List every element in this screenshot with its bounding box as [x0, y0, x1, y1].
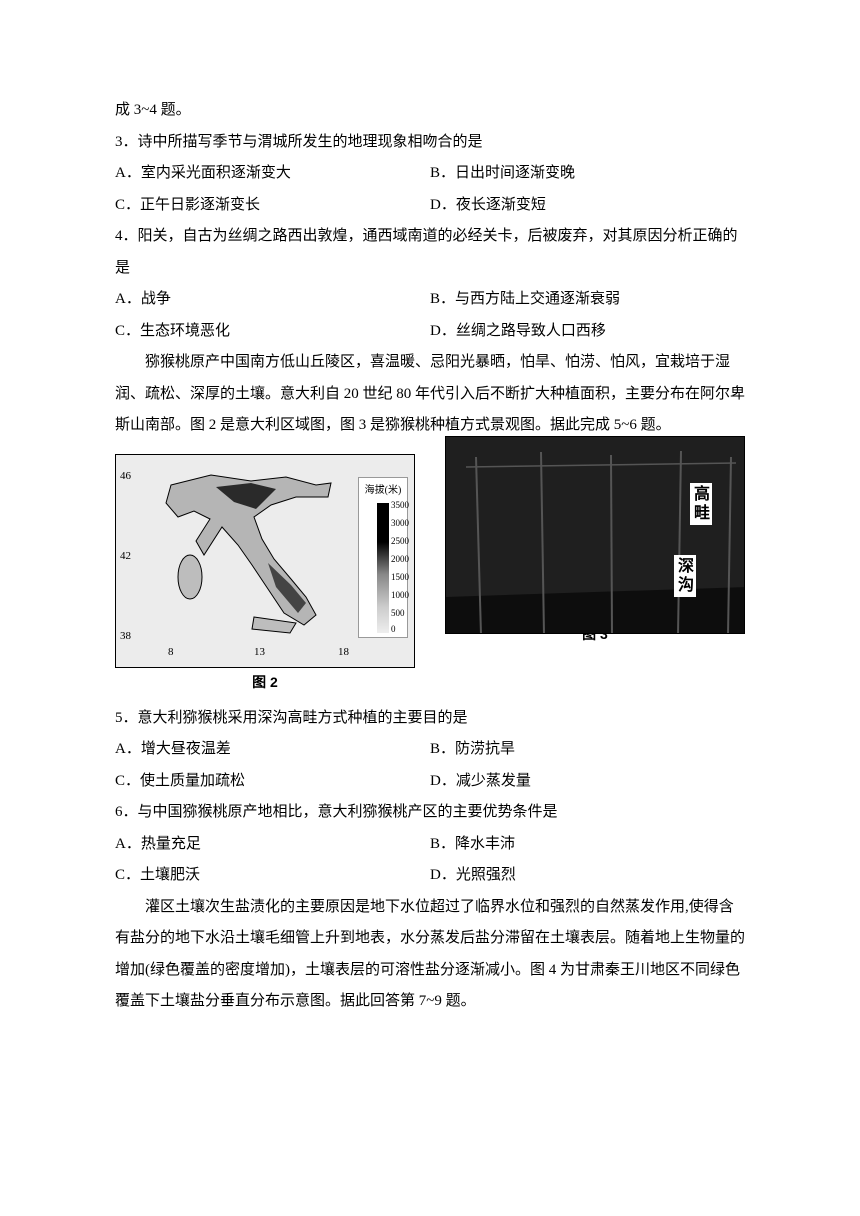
q5-options-row2: C．使土质量加疏松 D．减少蒸发量 [115, 766, 745, 798]
fig2-lat-38: 38 [120, 625, 131, 648]
fig2-elev-3000: 3000 [391, 519, 409, 528]
q6-stem: 6．与中国猕猴桃原产地相比，意大利猕猴桃产区的主要优势条件是 [115, 797, 745, 829]
passage-79: 灌区土壤次生盐渍化的主要原因是地下水位超过了临界水位和强烈的自然蒸发作用,使得含… [115, 892, 745, 1018]
q3-options-row2: C．正午日影逐渐变长 D．夜长逐渐变短 [115, 190, 745, 222]
intro-34: 成 3~4 题。 [115, 95, 745, 127]
figure-3-wrap: 高畦 深沟 图 3 [445, 454, 745, 697]
fig2-lon-8: 8 [168, 641, 174, 664]
q6-opt-b: B．降水丰沛 [430, 829, 745, 861]
fig2-elev-500: 500 [391, 609, 405, 618]
q4-opt-a: A．战争 [115, 284, 430, 316]
q4-options-row2: C．生态环境恶化 D．丝绸之路导致人口西移 [115, 316, 745, 348]
q5-opt-b: B．防涝抗旱 [430, 734, 745, 766]
q4-opt-b: B．与西方陆上交通逐渐衰弱 [430, 284, 745, 316]
q5-opt-c: C．使土质量加疏松 [115, 766, 430, 798]
field-texture-icon [446, 437, 745, 634]
fig3-label-deep-ditch: 深沟 [674, 555, 696, 597]
fig2-legend: 海拔(米) 3500 3000 2500 2000 1500 1000 500 … [358, 477, 408, 638]
q3-opt-a: A．室内采光面积逐渐变大 [115, 158, 430, 190]
q4-options-row1: A．战争 B．与西方陆上交通逐渐衰弱 [115, 284, 745, 316]
q3-opt-c: C．正午日影逐渐变长 [115, 190, 430, 222]
q3-opt-d: D．夜长逐渐变短 [430, 190, 745, 222]
figure-2-map: 46 42 38 8 13 18 海拔(米) 3500 3000 2500 20… [115, 454, 415, 668]
fig2-legend-title: 海拔(米) [365, 485, 402, 496]
fig2-lat-46: 46 [120, 465, 131, 488]
fig2-elev-2500: 2500 [391, 537, 409, 546]
fig2-elev-3500: 3500 [391, 501, 409, 510]
q6-options-row1: A．热量充足 B．降水丰沛 [115, 829, 745, 861]
q5-opt-a: A．增大昼夜温差 [115, 734, 430, 766]
figure-2-caption: 图 2 [115, 668, 415, 697]
q6-options-row2: C．土壤肥沃 D．光照强烈 [115, 860, 745, 892]
figure-3-photo: 高畦 深沟 [445, 436, 745, 634]
figures-row: 46 42 38 8 13 18 海拔(米) 3500 3000 2500 20… [115, 454, 745, 697]
q5-stem: 5．意大利猕猴桃采用深沟高畦方式种植的主要目的是 [115, 703, 745, 735]
fig2-lat-42: 42 [120, 545, 131, 568]
q5-opt-d: D．减少蒸发量 [430, 766, 745, 798]
fig2-legend-gradient: 3500 3000 2500 2000 1500 1000 500 0 [377, 503, 389, 633]
q3-options-row1: A．室内采光面积逐渐变大 B．日出时间逐渐变晚 [115, 158, 745, 190]
italy-outline-icon [156, 467, 356, 637]
fig2-elev-1000: 1000 [391, 591, 409, 600]
q4-opt-c: C．生态环境恶化 [115, 316, 430, 348]
fig2-elev-2000: 2000 [391, 555, 409, 564]
q3-stem: 3．诗中所描写季节与渭城所发生的地理现象相吻合的是 [115, 127, 745, 159]
q4-opt-d: D．丝绸之路导致人口西移 [430, 316, 745, 348]
fig2-elev-0: 0 [391, 625, 396, 634]
fig2-elev-1500: 1500 [391, 573, 409, 582]
fig3-label-high-ridge: 高畦 [690, 483, 712, 525]
fig2-lon-13: 13 [254, 641, 265, 664]
q4-stem: 4．阳关，自古为丝绸之路西出敦煌，通西域南道的必经关卡，后被废弃，对其原因分析正… [115, 221, 745, 284]
q6-opt-c: C．土壤肥沃 [115, 860, 430, 892]
q6-opt-d: D．光照强烈 [430, 860, 745, 892]
passage-56: 猕猴桃原产中国南方低山丘陵区，喜温暖、忌阳光暴晒，怕旱、怕涝、怕风，宜栽培于湿润… [115, 347, 745, 442]
figure-2-wrap: 46 42 38 8 13 18 海拔(米) 3500 3000 2500 20… [115, 454, 415, 697]
fig2-lon-18: 18 [338, 641, 349, 664]
q3-opt-b: B．日出时间逐渐变晚 [430, 158, 745, 190]
q5-options-row1: A．增大昼夜温差 B．防涝抗旱 [115, 734, 745, 766]
q6-opt-a: A．热量充足 [115, 829, 430, 861]
